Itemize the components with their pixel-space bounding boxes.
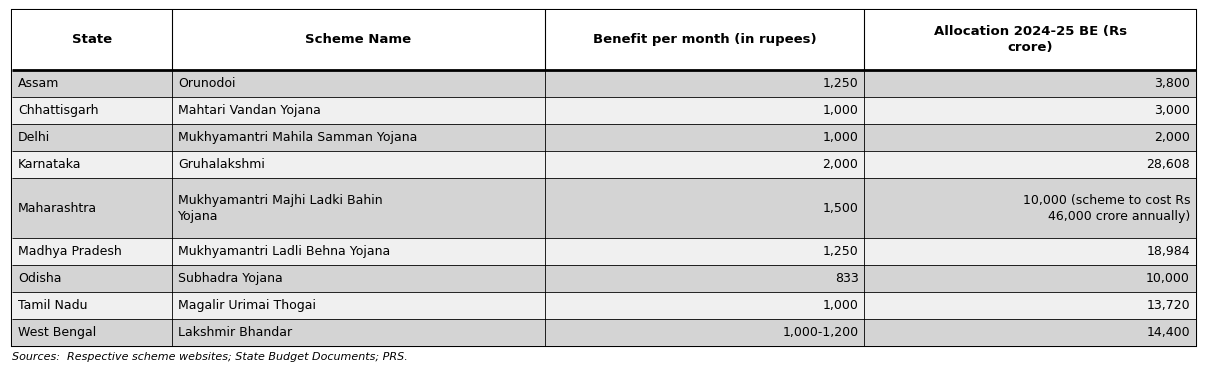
Text: Mukhyamantri Majhi Ladki Bahin
Yojana: Mukhyamantri Majhi Ladki Bahin Yojana (178, 194, 383, 223)
Text: Sources:  Respective scheme websites; State Budget Documents; PRS.: Sources: Respective scheme websites; Sta… (12, 352, 408, 362)
Text: Assam: Assam (18, 77, 59, 90)
Text: Tamil Nadu: Tamil Nadu (18, 299, 87, 312)
Text: 2,000: 2,000 (1154, 131, 1190, 144)
Text: Benefit per month (in rupees): Benefit per month (in rupees) (593, 34, 817, 46)
Text: 18,984: 18,984 (1146, 245, 1190, 258)
Text: 14,400: 14,400 (1146, 326, 1190, 339)
Bar (12, 10, 1196, 70)
Text: Odisha: Odisha (18, 272, 62, 285)
Text: West Bengal: West Bengal (18, 326, 97, 339)
Text: Madhya Pradesh: Madhya Pradesh (18, 245, 122, 258)
Text: Mahtari Vandan Yojana: Mahtari Vandan Yojana (178, 104, 320, 117)
Bar (12, 124, 1196, 151)
Text: 1,000: 1,000 (823, 131, 859, 144)
Text: Mukhyamantri Ladli Behna Yojana: Mukhyamantri Ladli Behna Yojana (178, 245, 390, 258)
Text: 1,250: 1,250 (823, 245, 859, 258)
Text: Chhattisgarh: Chhattisgarh (18, 104, 99, 117)
Text: Subhadra Yojana: Subhadra Yojana (178, 272, 283, 285)
Text: Gruhalakshmi: Gruhalakshmi (178, 158, 265, 171)
Bar (12, 292, 1196, 319)
Bar (12, 10, 1196, 346)
Bar (12, 178, 1196, 238)
Text: Allocation 2024-25 BE (Rs
crore): Allocation 2024-25 BE (Rs crore) (934, 25, 1127, 54)
Text: 10,000: 10,000 (1146, 272, 1190, 285)
Text: Lakshmir Bhandar: Lakshmir Bhandar (178, 326, 292, 339)
Text: 833: 833 (835, 272, 859, 285)
Bar (12, 238, 1196, 265)
Bar (12, 97, 1196, 124)
Text: Magalir Urimai Thogai: Magalir Urimai Thogai (178, 299, 315, 312)
Bar (12, 319, 1196, 346)
Text: 1,000: 1,000 (823, 104, 859, 117)
Text: Karnataka: Karnataka (18, 158, 81, 171)
Bar (12, 265, 1196, 292)
Text: 2,000: 2,000 (823, 158, 859, 171)
Text: Delhi: Delhi (18, 131, 51, 144)
Bar (12, 151, 1196, 178)
Text: 1,250: 1,250 (823, 77, 859, 90)
Text: State: State (71, 34, 112, 46)
Text: 13,720: 13,720 (1146, 299, 1190, 312)
Text: 3,000: 3,000 (1154, 104, 1190, 117)
Text: Mukhyamantri Mahila Samman Yojana: Mukhyamantri Mahila Samman Yojana (178, 131, 417, 144)
Bar (12, 70, 1196, 97)
Text: 3,800: 3,800 (1154, 77, 1190, 90)
Text: 1,500: 1,500 (823, 201, 859, 214)
Text: Maharashtra: Maharashtra (18, 201, 97, 214)
Text: 1,000: 1,000 (823, 299, 859, 312)
Text: 1,000-1,200: 1,000-1,200 (783, 326, 859, 339)
Text: Scheme Name: Scheme Name (306, 34, 412, 46)
Text: Orunodoi: Orunodoi (178, 77, 236, 90)
Text: 28,608: 28,608 (1146, 158, 1190, 171)
Text: 10,000 (scheme to cost Rs
46,000 crore annually): 10,000 (scheme to cost Rs 46,000 crore a… (1022, 194, 1190, 223)
